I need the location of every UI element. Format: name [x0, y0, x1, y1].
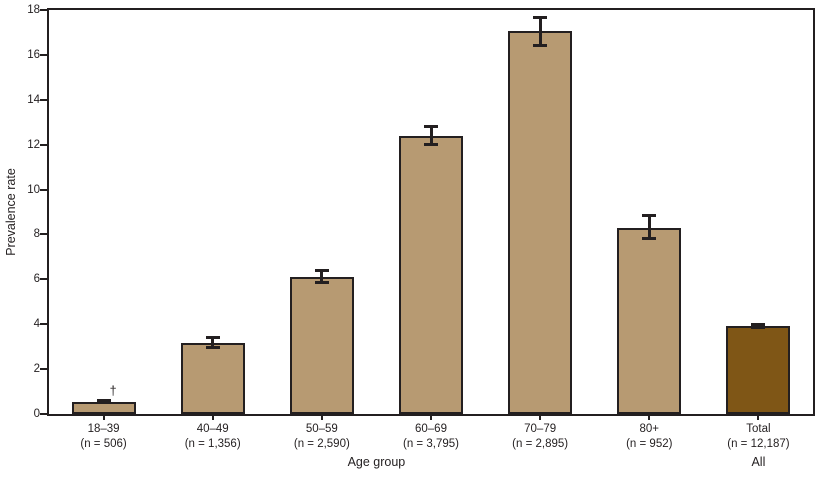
error-bar-cap-top: [205, 336, 220, 340]
x-category-range: 40–49: [196, 423, 229, 435]
error-bar-line: [211, 337, 215, 348]
y-axis-tick-label: 10: [27, 183, 40, 196]
error-bar-cap-top: [533, 16, 548, 20]
x-category-n: (n = 1,356): [184, 438, 241, 450]
error-bar-cap-bottom: [751, 326, 766, 330]
x-category-range: 50–59: [305, 423, 338, 435]
x-category-label: 70–79 (n = 2,895): [475, 422, 605, 452]
error-bar-line: [429, 126, 433, 145]
y-axis-tick-label: 16: [27, 48, 40, 61]
x-category-range: 80+: [639, 423, 660, 435]
x-category-n: (n = 952): [626, 438, 673, 450]
y-axis-tick: [40, 368, 47, 371]
x-category-n: (n = 2,590): [293, 438, 350, 450]
x-category-range: 60–69: [415, 423, 447, 435]
y-axis-tick-label: 14: [27, 93, 40, 106]
x-axis-tick: [648, 415, 651, 420]
x-category-n: (n = 2,895): [512, 438, 569, 450]
x-category-range: Total: [746, 423, 771, 435]
error-bar-cap-bottom: [642, 237, 657, 241]
x-category-label: 18–39 (n = 506): [39, 422, 169, 452]
error-bar-line: [538, 17, 542, 46]
error-bar-line: [756, 324, 760, 328]
y-axis-tick-label: 8: [33, 228, 40, 241]
bar-50–59: [289, 277, 354, 414]
y-axis-tick: [40, 188, 47, 191]
y-axis-tick-label: 0: [33, 408, 40, 420]
x-axis-tick: [430, 415, 432, 420]
error-bar-line: [320, 270, 324, 283]
y-axis-tick-label: 6: [33, 273, 40, 286]
x-axis-tick: [757, 415, 760, 420]
x-category-n: (n = 12,187): [727, 438, 790, 450]
y-axis-tick: [40, 278, 47, 281]
error-bar-cap-bottom: [424, 143, 438, 147]
x-axis-tick: [320, 415, 323, 420]
error-bar-cap-bottom: [314, 281, 329, 285]
all-axis-label: All: [751, 455, 766, 469]
error-bar-cap-top: [751, 322, 766, 326]
bar-40–49: [180, 343, 245, 414]
error-bar-cap-top: [96, 398, 111, 402]
x-axis-tick: [539, 415, 542, 420]
error-bar-line: [647, 215, 651, 239]
bar-Total: [726, 326, 791, 414]
y-axis-tick: [40, 323, 47, 326]
y-axis-tick: [40, 413, 47, 415]
y-axis-tick: [40, 233, 47, 236]
y-axis-tick-label: 18: [27, 4, 40, 16]
y-axis-tick: [40, 143, 47, 146]
x-category-n: (n = 506): [80, 438, 127, 450]
bar-60–69: [399, 135, 463, 414]
error-bar-cap-top: [314, 268, 329, 272]
error-bar-cap-bottom: [205, 346, 220, 350]
error-bar-cap-top: [642, 213, 657, 217]
x-category-label: 80+ (n = 952): [584, 422, 714, 452]
y-axis-tick: [40, 9, 47, 11]
x-axis-tick: [211, 415, 214, 420]
bar-70–79: [508, 31, 573, 414]
x-axis-title: Age group: [347, 455, 406, 469]
error-bar-cap-top: [424, 125, 438, 129]
y-axis-tick-label: 4: [33, 318, 40, 331]
x-category-label: 60–69 (n = 3,795): [366, 422, 496, 452]
bar-80+: [617, 227, 682, 414]
x-category-label: 40–49 (n = 1,356): [148, 422, 278, 452]
y-axis-tick-label: 12: [27, 138, 40, 151]
x-axis-tick: [102, 415, 105, 420]
plot-area: 0 2 4 6 8 10 12 14 16 18 † 18–39 (n = 506) 40–49 (n = …: [27, 4, 815, 450]
x-category-n: (n = 3,795): [403, 438, 459, 450]
y-axis-tick-label: 2: [33, 363, 40, 376]
x-category-label: Total (n = 12,187): [693, 422, 823, 452]
x-category-label: 50–59 (n = 2,590): [257, 422, 387, 452]
dagger-footnote-marker: †: [109, 384, 117, 399]
x-category-range: 70–79: [524, 423, 557, 435]
error-bar-cap-bottom: [533, 44, 548, 48]
y-axis-tick: [40, 53, 47, 56]
y-axis-tick: [40, 98, 47, 101]
error-bar-cap-bottom: [96, 401, 111, 405]
x-category-range: 18–39: [87, 423, 120, 435]
